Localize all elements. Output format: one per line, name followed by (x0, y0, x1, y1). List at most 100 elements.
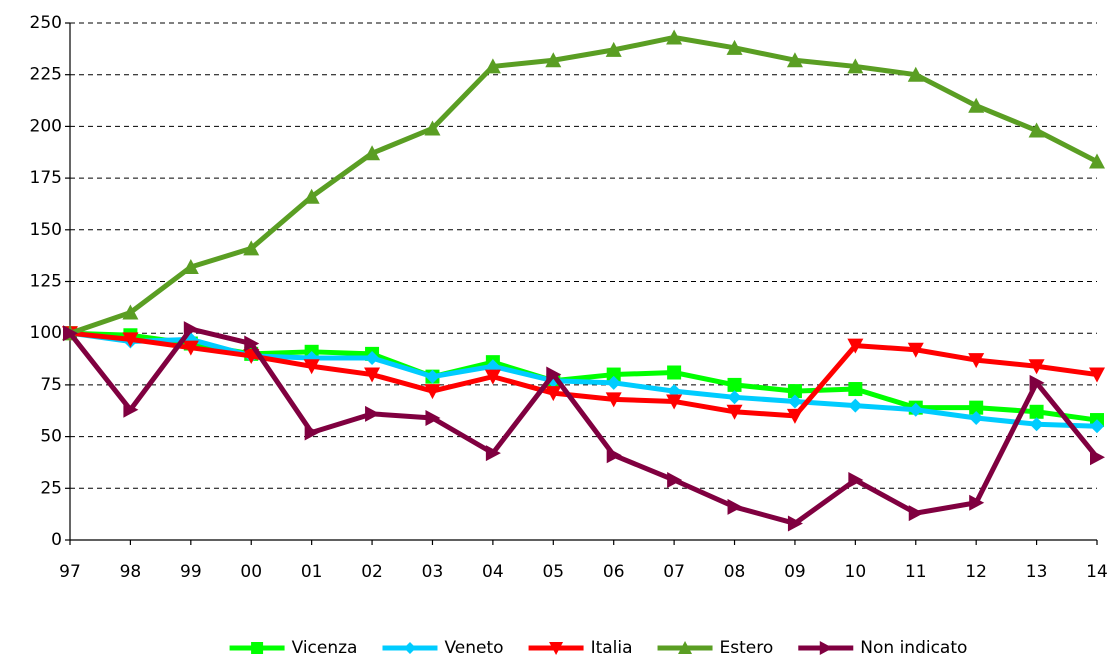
marker (786, 408, 803, 424)
marker (123, 401, 139, 418)
x-tick-label: 10 (845, 562, 867, 582)
marker (727, 390, 742, 405)
marker (908, 402, 923, 417)
legend-label: Estero (720, 638, 774, 657)
marker (1029, 417, 1044, 432)
x-tick-label: 00 (240, 562, 262, 582)
series-line (69, 330, 1098, 419)
marker (666, 394, 683, 410)
y-tick-label: 100 (30, 323, 62, 343)
marker (403, 642, 416, 654)
marker (545, 52, 562, 68)
x-tick-label: 97 (59, 562, 81, 582)
legend-label: Italia (591, 638, 633, 657)
marker (365, 405, 381, 422)
marker (786, 52, 803, 68)
legend-label: Non indicato (860, 638, 967, 657)
marker (787, 394, 802, 409)
x-tick-label: 04 (482, 562, 504, 582)
marker (605, 41, 622, 57)
marker (1089, 367, 1105, 383)
marker (63, 325, 78, 342)
marker (666, 29, 683, 45)
marker (546, 366, 562, 383)
marker (726, 404, 743, 420)
x-tick-label: 13 (1026, 562, 1048, 582)
marker (303, 359, 320, 375)
marker (251, 642, 264, 654)
marker (303, 188, 320, 204)
x-tick-label: 14 (1086, 562, 1108, 582)
y-tick-label: 25 (40, 478, 62, 498)
y-tick-label: 125 (30, 272, 62, 292)
marker (545, 386, 562, 402)
marker (848, 398, 863, 413)
marker (907, 66, 924, 82)
y-tick-label: 0 (51, 530, 62, 550)
marker (787, 384, 802, 399)
marker (1090, 419, 1104, 434)
marker (183, 321, 199, 338)
marker (182, 259, 199, 275)
marker (968, 97, 985, 113)
x-tick-label: 98 (120, 562, 142, 582)
legend-label: Veneto (444, 638, 503, 657)
marker (122, 304, 139, 320)
marker (244, 335, 260, 352)
x-tick-label: 11 (905, 562, 927, 582)
marker (606, 447, 622, 464)
marker (424, 120, 441, 136)
marker (1029, 374, 1045, 391)
series-line (69, 34, 1099, 336)
marker (819, 641, 833, 655)
marker (847, 58, 864, 74)
marker (243, 240, 260, 256)
x-tick-label: 01 (301, 562, 323, 582)
series-line (68, 326, 1099, 526)
marker (485, 445, 501, 462)
marker (847, 338, 864, 354)
marker (365, 351, 380, 366)
x-tick-label: 02 (361, 562, 383, 582)
marker (1089, 153, 1105, 169)
marker (484, 58, 501, 74)
x-tick-label: 09 (784, 562, 806, 582)
y-tick-label: 50 (40, 427, 62, 447)
marker (969, 400, 984, 415)
marker (182, 340, 199, 356)
y-tick-label: 175 (30, 168, 62, 188)
x-tick-label: 12 (965, 562, 987, 582)
x-tick-label: 07 (663, 562, 685, 582)
legend: Vicenza Veneto Italia Estero Non indicato (229, 638, 967, 657)
x-tick-label: 08 (724, 562, 746, 582)
marker (968, 353, 985, 369)
y-tick-label: 75 (40, 375, 62, 395)
series (62, 29, 1105, 341)
x-tick-label: 03 (422, 562, 444, 582)
marker (727, 377, 742, 392)
marker (606, 375, 621, 390)
marker (425, 369, 440, 384)
marker (1029, 404, 1044, 419)
marker (484, 369, 501, 385)
y-tick-label: 150 (30, 220, 62, 240)
marker (1028, 122, 1045, 138)
series (63, 321, 1105, 532)
marker (605, 392, 622, 408)
marker (424, 384, 441, 400)
marker (907, 342, 924, 358)
marker (727, 498, 743, 515)
y-tick-label: 200 (30, 116, 62, 136)
marker (848, 382, 863, 397)
marker (787, 515, 803, 532)
marker (1028, 359, 1045, 375)
y-tick-label: 250 (30, 13, 62, 33)
y-tick-label: 225 (30, 65, 62, 85)
marker (908, 505, 924, 522)
marker (969, 494, 985, 511)
marker (606, 367, 621, 382)
marker (364, 367, 381, 383)
marker (969, 410, 984, 425)
marker (667, 472, 683, 489)
